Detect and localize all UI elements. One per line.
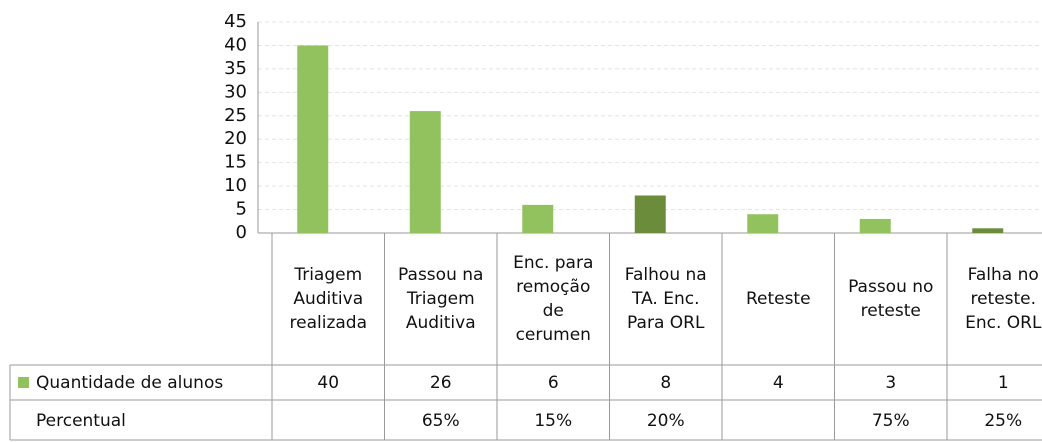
y-tick-label: 20	[224, 128, 247, 149]
label-line: realizada	[290, 313, 368, 333]
x-tick-label: Passou no reteste	[848, 277, 933, 321]
label-line: TA. Enc.	[631, 289, 699, 309]
label-line: Passou na	[398, 265, 483, 285]
value-cell: 4	[773, 373, 784, 393]
legend-swatch	[18, 377, 29, 388]
value-cell: 8	[660, 373, 671, 393]
y-tick-label: 0	[236, 222, 247, 243]
y-tick-label: 40	[224, 34, 247, 55]
bar	[522, 204, 554, 233]
label-line: cerumen	[516, 325, 591, 345]
bar	[409, 111, 441, 233]
y-tick-label: 5	[236, 199, 247, 220]
legend-label: Quantidade de alunos	[36, 373, 223, 393]
percent-cell: 20%	[647, 411, 685, 431]
percent-cell: 75%	[872, 411, 910, 431]
value-cell: 3	[885, 373, 896, 393]
value-cell: 40	[317, 373, 339, 393]
bar	[747, 214, 779, 233]
value-cell: 26	[430, 373, 452, 393]
label-line: remoção	[516, 277, 590, 297]
label-line: Triagem	[406, 289, 475, 309]
x-tick-label: Reteste	[746, 289, 811, 309]
percent-cell: 25%	[984, 411, 1022, 431]
y-tick-label: 25	[224, 105, 247, 126]
label-line: Enc. ORL	[965, 313, 1042, 333]
label-line: Falha no	[968, 265, 1039, 285]
label-line: de	[543, 301, 564, 321]
label-line: reteste	[861, 301, 921, 321]
y-tick-label: 15	[224, 152, 247, 173]
label-line: Triagem	[293, 265, 362, 285]
label-line: Reteste	[746, 289, 811, 309]
bar	[972, 228, 1004, 233]
x-tick-label: Triagem Auditiva realizada	[290, 265, 368, 333]
label-line: Auditiva	[406, 313, 476, 333]
label-line: reteste.	[970, 289, 1036, 309]
y-tick-label: 45	[224, 11, 247, 32]
label-line: Para ORL	[627, 313, 705, 333]
y-tick-label: 10	[224, 175, 247, 196]
label-line: Passou no	[848, 277, 933, 297]
value-cell: 6	[548, 373, 559, 393]
percent-cell: 65%	[422, 411, 460, 431]
x-tick-label: Falhou na TA. Enc. Para ORL	[625, 265, 707, 333]
bar	[859, 218, 891, 233]
value-cell: 1	[998, 373, 1009, 393]
x-tick-label: Enc. para remoção de cerumen	[513, 253, 593, 345]
y-tick-label: 30	[224, 81, 247, 102]
row-label: Percentual	[36, 411, 126, 431]
label-line: Falhou na	[625, 265, 707, 285]
bar	[297, 45, 329, 233]
label-line: Auditiva	[293, 289, 363, 309]
bar	[634, 195, 666, 233]
label-line: Enc. para	[513, 253, 593, 273]
percent-cell: 15%	[534, 411, 572, 431]
y-tick-label: 35	[224, 58, 247, 79]
x-tick-label: Falha no reteste. Enc. ORL	[965, 265, 1042, 333]
x-tick-label: Passou na Triagem Auditiva	[398, 265, 483, 333]
